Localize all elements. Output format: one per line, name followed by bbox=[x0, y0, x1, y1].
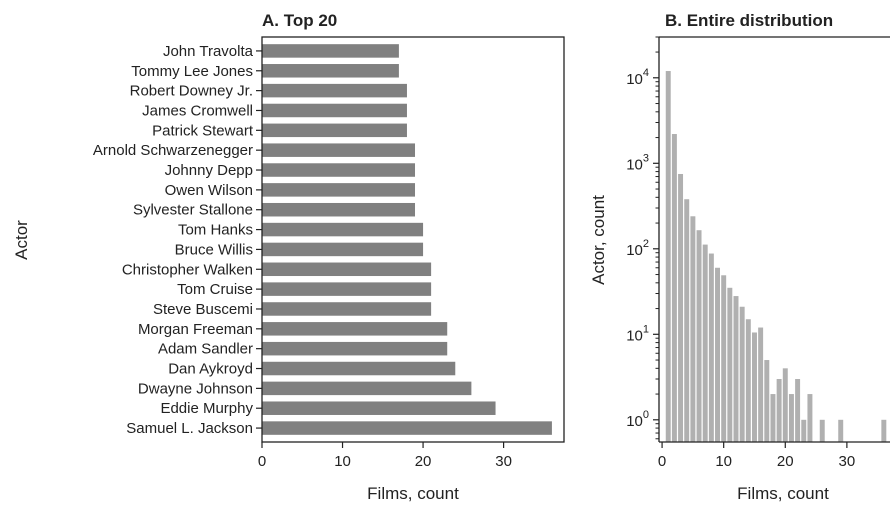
actor-label: Adam Sandler bbox=[158, 341, 253, 358]
histogram-bar bbox=[665, 71, 671, 442]
bar bbox=[262, 401, 496, 415]
bar bbox=[262, 183, 416, 197]
actor-label: Sylvester Stallone bbox=[133, 202, 253, 219]
panel-b-y-ticks: 100 101 102 103 104 bbox=[626, 36, 659, 440]
actor-label: Tommy Lee Jones bbox=[131, 63, 253, 80]
histogram-bar bbox=[715, 267, 720, 442]
bar bbox=[262, 381, 472, 396]
panel-b-x-ticks: 0 10 20 30 bbox=[658, 442, 855, 470]
panel-a-xlabel: Films, count bbox=[367, 484, 459, 502]
histogram-bar bbox=[788, 394, 794, 442]
histogram-bar bbox=[801, 419, 807, 442]
actor-label: Robert Downey Jr. bbox=[130, 83, 253, 100]
panel-a-frame bbox=[261, 36, 565, 443]
panel-b-bars bbox=[665, 71, 887, 442]
histogram-bar bbox=[838, 419, 844, 442]
histogram-bar bbox=[678, 173, 684, 442]
histogram-bar bbox=[770, 394, 776, 442]
histogram-bar bbox=[708, 253, 714, 442]
bar bbox=[262, 64, 399, 78]
histogram-bar bbox=[776, 379, 782, 442]
y-tick-label: 103 bbox=[626, 152, 649, 173]
x-tick-label: 0 bbox=[258, 453, 266, 470]
bar bbox=[262, 341, 448, 356]
histogram-bar bbox=[752, 332, 757, 442]
actor-label: Christopher Walken bbox=[122, 261, 253, 278]
bar bbox=[262, 322, 448, 336]
bar bbox=[262, 103, 407, 118]
histogram-bar bbox=[733, 296, 739, 442]
bar bbox=[262, 302, 432, 316]
histogram-bar bbox=[758, 327, 764, 442]
histogram-bar bbox=[782, 368, 788, 442]
panel-a-title: A. Top 20 bbox=[262, 11, 337, 30]
histogram-bar bbox=[745, 319, 751, 442]
histogram-bar bbox=[795, 379, 801, 442]
panel-a-x-ticks: 0 10 20 30 bbox=[258, 442, 512, 470]
histogram-bar bbox=[739, 306, 745, 442]
bar bbox=[262, 83, 407, 98]
actor-label: Arnold Schwarzenegger bbox=[93, 142, 253, 159]
x-tick-label: 30 bbox=[839, 453, 856, 470]
actor-label: Tom Hanks bbox=[178, 222, 253, 239]
bar bbox=[262, 163, 416, 177]
bar bbox=[262, 123, 407, 138]
y-tick-label: 104 bbox=[626, 67, 649, 88]
x-tick-label: 10 bbox=[334, 453, 351, 470]
y-tick-label: 101 bbox=[626, 323, 649, 344]
actor-label: Steve Buscemi bbox=[153, 301, 253, 318]
histogram-bar bbox=[684, 199, 690, 442]
histogram-bar bbox=[881, 419, 887, 442]
actor-label: Bruce Willis bbox=[175, 241, 253, 258]
actor-label: Patrick Stewart bbox=[152, 122, 254, 139]
bar bbox=[262, 143, 416, 157]
x-tick-label: 20 bbox=[777, 453, 794, 470]
x-tick-label: 10 bbox=[715, 453, 732, 470]
actor-label: Samuel L. Jackson bbox=[126, 420, 253, 437]
y-tick-label: 100 bbox=[626, 409, 649, 430]
bar bbox=[262, 44, 399, 58]
histogram-bar bbox=[721, 275, 727, 442]
histogram-bar bbox=[807, 394, 813, 442]
x-tick-label: 20 bbox=[415, 453, 432, 470]
actor-label: Dwayne Johnson bbox=[138, 380, 253, 397]
panel-b-ylabel: Actor, count bbox=[589, 195, 608, 285]
bar bbox=[262, 361, 456, 376]
actor-label: Eddie Murphy bbox=[160, 400, 253, 417]
histogram-bar bbox=[819, 419, 825, 442]
actor-label: Tom Cruise bbox=[177, 281, 253, 298]
actor-label: Morgan Freeman bbox=[138, 321, 253, 338]
panel-a-ylabel: Actor bbox=[12, 220, 31, 260]
histogram-bar bbox=[764, 360, 770, 442]
panel-a-bars bbox=[262, 44, 552, 435]
histogram-bar bbox=[727, 287, 733, 442]
bar bbox=[262, 421, 552, 435]
actor-label: Johnny Depp bbox=[165, 162, 253, 179]
x-tick-label: 30 bbox=[495, 453, 512, 470]
bar bbox=[262, 282, 432, 296]
bar bbox=[262, 202, 416, 217]
x-tick-label: 0 bbox=[658, 453, 666, 470]
actor-label: James Cromwell bbox=[142, 102, 253, 119]
actor-label: Owen Wilson bbox=[165, 182, 253, 199]
panel-b-title: B. Entire distribution bbox=[665, 11, 833, 30]
histogram-bar bbox=[671, 134, 677, 442]
panel-a-actor-labels: John Travolta Tommy Lee Jones Robert Downe… bbox=[93, 43, 262, 437]
actor-label: John Travolta bbox=[163, 43, 254, 60]
bar bbox=[262, 262, 432, 277]
bar bbox=[262, 222, 424, 237]
y-tick-label: 102 bbox=[626, 238, 649, 259]
bar bbox=[262, 242, 424, 257]
panel-b-xlabel: Films, count bbox=[737, 484, 829, 502]
histogram-bar bbox=[690, 216, 696, 442]
histogram-bar bbox=[696, 230, 702, 442]
actor-label: Dan Aykroyd bbox=[168, 361, 253, 378]
histogram-bar bbox=[702, 244, 708, 442]
